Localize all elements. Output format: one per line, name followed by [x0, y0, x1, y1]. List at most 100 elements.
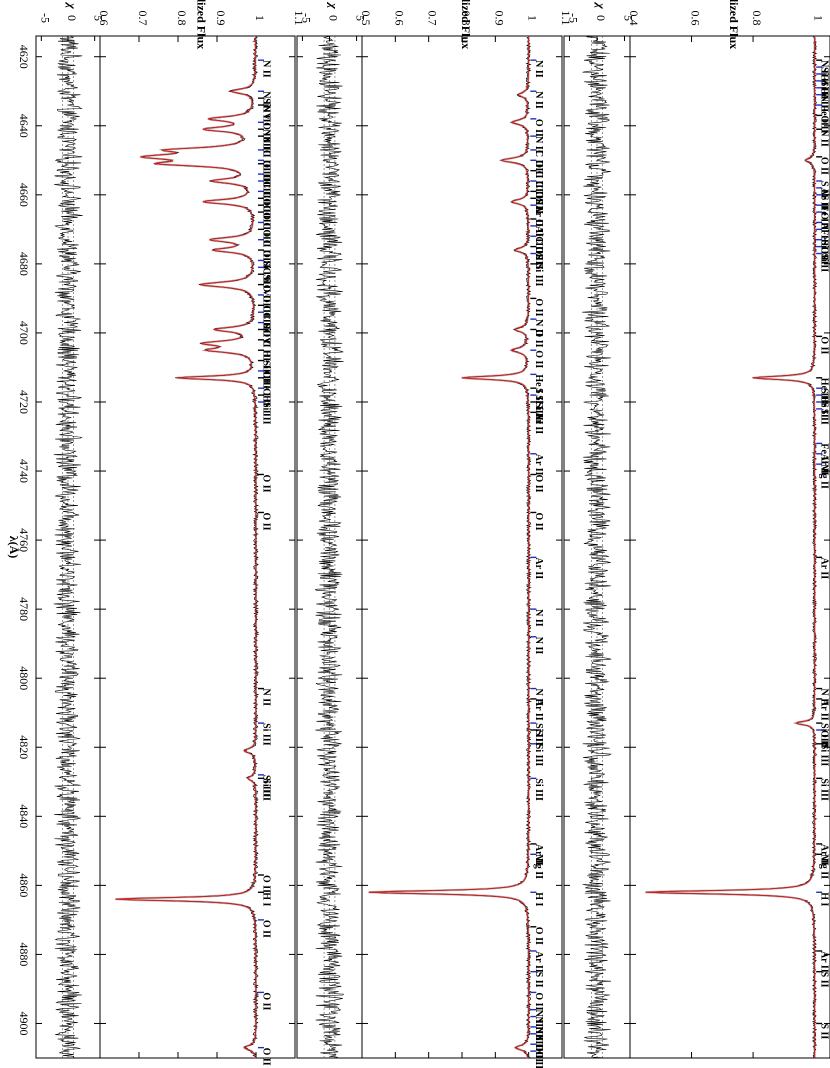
- line-id-label: Si III: [819, 778, 830, 801]
- residual-tick-label: 5: [354, 15, 368, 21]
- line-id-label: N II: [819, 689, 830, 707]
- line-id-label: H I: [260, 892, 271, 906]
- x-tick-label: 4640: [17, 114, 31, 138]
- line-id-label: O II: [819, 730, 830, 748]
- line-id-label: C III: [533, 171, 544, 193]
- line-id-label: N II: [533, 91, 544, 109]
- line-id-label: Al II: [533, 226, 544, 246]
- line-id-label: Ar II: [819, 557, 830, 579]
- x-tick-label: 4860: [17, 873, 31, 897]
- line-id-label: O II: [260, 371, 271, 389]
- line-id-label: Si II: [819, 254, 830, 273]
- line-id-label: Mg II: [819, 854, 830, 879]
- line-id-label: C III: [260, 191, 271, 213]
- line-id-label: Si III: [819, 723, 830, 746]
- line-id-label: Fe II: [819, 443, 830, 464]
- line-id-label: N II: [533, 60, 544, 78]
- line-id-label: O II: [260, 474, 271, 492]
- line-id-label: Ar II: [533, 412, 544, 434]
- spectrum-panels: 4620 4640 4660 4680 4700 4720 4740 4760 4780 4800…: [7, 0, 830, 1068]
- y-tick-label: 1.1: [292, 11, 306, 26]
- line-id-label: O II: [533, 119, 544, 137]
- line-id-label: N II: [533, 609, 544, 627]
- line-id-label: Fe II: [819, 229, 830, 250]
- line-id-label: O II: [533, 160, 544, 178]
- panel-top: 4620 4640 4660 4680 4700 4720 4740 4760 4780 4800…: [7, 0, 306, 1066]
- line-id-label: O II: [819, 157, 830, 175]
- line-id-label: C III: [260, 164, 271, 186]
- residual-tick-label: 5: [622, 15, 636, 21]
- residual-axis-title: χ: [594, 1, 608, 9]
- x-tick-label: 4720: [17, 390, 31, 414]
- line-id-label: O II: [533, 298, 544, 316]
- line-id-label: Si II: [819, 67, 830, 86]
- line-id-label: O II: [260, 250, 271, 268]
- line-id-label: S II: [533, 972, 544, 988]
- line-id-label: N III: [533, 1034, 544, 1056]
- line-id-label: O II: [533, 191, 544, 209]
- y-tick-label: 0.6: [392, 11, 406, 26]
- x-tick-label: 4660: [17, 183, 31, 207]
- line-id-label: O II: [260, 198, 271, 216]
- x-tick-label: 4620: [17, 45, 31, 69]
- line-id-label: Al II: [819, 222, 830, 242]
- observed-spectrum: [369, 35, 532, 1059]
- line-id-label: Si II: [819, 81, 830, 100]
- model-spectrum: [115, 36, 257, 1059]
- line-id-label: Ar II: [533, 844, 544, 866]
- y-tick-label: 0.7: [136, 11, 150, 26]
- line-id-label: Fe II: [819, 88, 830, 109]
- line-id-label: N II: [260, 689, 271, 707]
- x-tick-label: 4880: [17, 942, 31, 966]
- x-tick-label: 4800: [17, 666, 31, 690]
- x-tick-label: 4760: [17, 528, 31, 552]
- line-id-label: N II: [533, 689, 544, 707]
- x-tick-label: 4840: [17, 804, 31, 828]
- flux-frame: [361, 35, 563, 1059]
- line-id-label: O III: [260, 160, 271, 182]
- line-id-label: Si IV: [260, 274, 271, 297]
- x-tick-label: 4820: [17, 735, 31, 759]
- line-id-label: Si II: [819, 240, 830, 259]
- line-id-label: Ar II: [533, 205, 544, 227]
- line-id-label: O II: [533, 1051, 544, 1068]
- line-id-label: Ar II: [533, 454, 544, 476]
- line-id-label: S II: [819, 388, 830, 404]
- line-id-label: N II: [260, 60, 271, 78]
- line-id-label: O II: [260, 512, 271, 530]
- line-id-label: N II: [533, 319, 544, 337]
- line-id-label: Mg II: [819, 464, 830, 489]
- line-id-label: N II: [533, 637, 544, 655]
- y-axis-title: Normalized Flux: [727, 0, 741, 49]
- observed-spectrum: [647, 35, 818, 1059]
- line-id-label: Ar II: [533, 699, 544, 721]
- y-tick-label: 1.1: [559, 11, 573, 26]
- line-id-label: N III: [533, 1017, 544, 1039]
- line-id-label: Si IV: [260, 98, 271, 121]
- residual-tick-label: 0: [594, 15, 608, 21]
- x-tick-label: 4700: [17, 321, 31, 345]
- line-id-label: C III: [260, 340, 271, 362]
- residual-axis-title: χ: [65, 1, 79, 9]
- line-id-label: O II: [260, 122, 271, 140]
- line-id-label: S II: [533, 388, 544, 404]
- y-tick-label: 0.9: [214, 11, 228, 26]
- line-id-label: O II: [533, 219, 544, 237]
- line-id-label: N III: [260, 105, 271, 127]
- y-tick-label: 0.7: [426, 11, 440, 26]
- line-id-label: N III: [260, 136, 271, 158]
- line-id-label: O II: [533, 992, 544, 1010]
- line-id-label: O II: [533, 329, 544, 347]
- line-id-label: Si III: [533, 744, 544, 767]
- line-id-label: H I: [533, 892, 544, 906]
- line-id-label: O II: [260, 1048, 271, 1066]
- residual-tick-label: -5: [567, 13, 581, 23]
- y-axis-title: Normalized Flux: [459, 0, 473, 49]
- line-id-label: Fe II: [819, 74, 830, 95]
- line-id-label: O II: [260, 875, 271, 893]
- y-tick-label: 0.6: [97, 11, 111, 26]
- line-id-label: S II: [819, 195, 830, 211]
- residual-series: [582, 35, 612, 1059]
- x-tick-label: 4900: [17, 1011, 31, 1035]
- model-spectrum: [368, 36, 530, 1059]
